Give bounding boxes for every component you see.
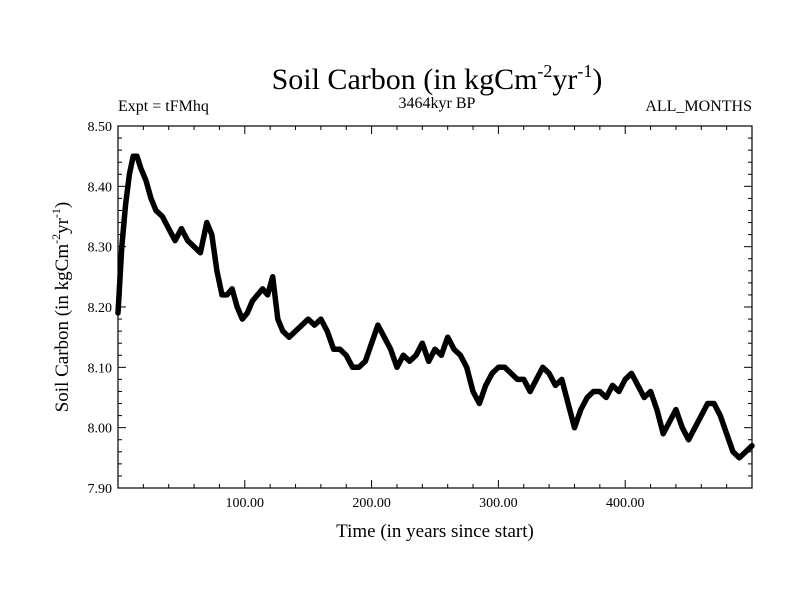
title-sup-1: -2 <box>537 61 552 81</box>
ylabel-sup-2: -1 <box>49 208 63 218</box>
y-tick-label-0: 7.90 <box>88 482 113 497</box>
y-tick-label-3: 8.20 <box>88 301 113 316</box>
title-sup-2: -1 <box>577 61 592 81</box>
x-tick-label-0: 100.00 <box>226 496 265 511</box>
y-axis-label: Soil Carbon (in kgCm-2yr-1) <box>49 202 73 413</box>
ylabel-end: ) <box>52 202 73 208</box>
subtitle-months: ALL_MONTHS <box>645 98 752 115</box>
x-tick-label-1: 200.00 <box>352 496 391 511</box>
y-tick-label-5: 8.40 <box>88 180 113 195</box>
title-end: ) <box>592 63 602 96</box>
series-line-0 <box>115 153 755 461</box>
chart-title: Soil Carbon (in kgCm-2yr-1) <box>272 61 603 96</box>
ylabel-sup-1: -2 <box>49 234 63 244</box>
title-main: Soil Carbon (in kgCm <box>272 63 538 96</box>
ylabel-main: Soil Carbon (in kgCm <box>52 244 73 413</box>
y-tick-label-2: 8.10 <box>88 361 113 376</box>
ylabel-mid: yr <box>52 217 73 234</box>
subtitle-period: 3464kyr BP <box>399 95 476 112</box>
y-tick-label-4: 8.30 <box>88 241 113 256</box>
y-tick-label-6: 8.50 <box>88 120 113 135</box>
title-mid: yr <box>552 63 577 96</box>
x-axis-label: Time (in years since start) <box>336 521 534 542</box>
axis-ticks: 100.00 200.00 300.00 400.00 7.90 8.00 8.10 8.20… <box>88 120 752 511</box>
plot-layer <box>115 153 755 461</box>
subtitle-experiment: Expt = tFMhq <box>118 98 209 115</box>
y-tick-label-1: 8.00 <box>88 422 113 437</box>
x-tick-label-2: 300.00 <box>479 496 518 511</box>
x-tick-label-3: 400.00 <box>606 496 645 511</box>
plot-frame <box>117 125 753 489</box>
